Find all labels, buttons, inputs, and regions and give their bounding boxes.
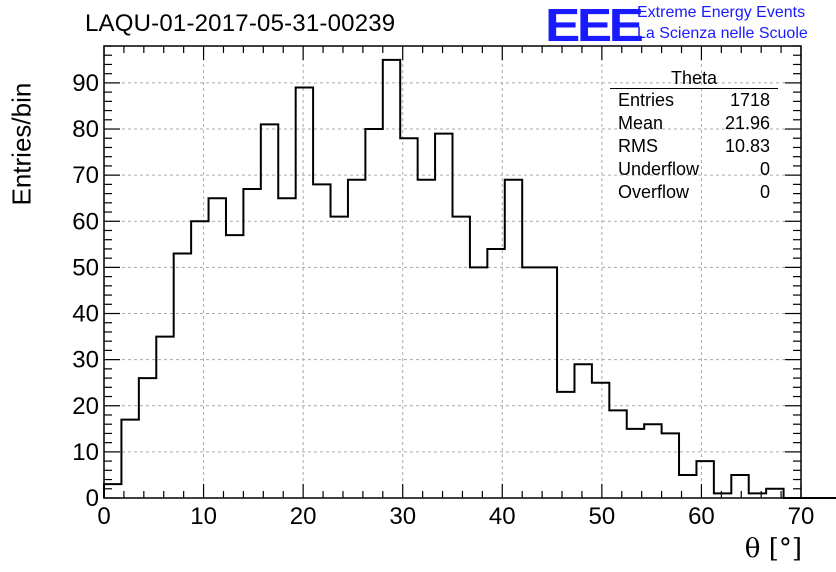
stats-row-rms: RMS 10.83 [610, 136, 778, 159]
tick-labels: 0 10 20 30 40 50 60 70 0 10 20 30 40 50 60 70 80 90 [72, 70, 814, 530]
stats-row-overflow: Overflow 0 [610, 182, 778, 205]
y-tick-label: 60 [72, 208, 99, 235]
stats-value: 1718 [729, 90, 770, 110]
stats-label: Mean [618, 113, 664, 133]
y-tick-label: 90 [72, 70, 99, 97]
x-tick-label: 10 [190, 503, 217, 530]
stats-divider [610, 88, 778, 89]
stats-value: 0 [759, 159, 770, 179]
stats-row-mean: Mean 21.96 [610, 113, 778, 136]
stats-row-underflow: Underflow 0 [610, 159, 778, 182]
y-tick-label: 20 [72, 393, 99, 420]
y-tick-label: 40 [72, 301, 99, 328]
stats-row-entries: Entries 1718 [610, 90, 778, 113]
y-axis-label-wrap: Entries/bin [2, 83, 42, 206]
x-tick-label: 40 [489, 503, 516, 530]
x-axis-label: θ [°] [744, 534, 802, 564]
x-tick-label: 60 [688, 503, 715, 530]
eee-logo: EEE [545, 0, 644, 51]
x-tick-label: 0 [97, 503, 110, 530]
x-tick-label: 70 [788, 503, 815, 530]
y-tick-label: 10 [72, 439, 99, 466]
logo-line-1: Extreme Energy Events [637, 4, 806, 21]
y-tick-label: 30 [72, 347, 99, 374]
stats-label: RMS [618, 136, 658, 156]
y-tick-label: 70 [72, 162, 99, 189]
y-tick-label: 80 [72, 116, 99, 143]
stats-value: 10.83 [724, 136, 770, 156]
stats-title: Theta [670, 68, 718, 88]
stats-value: 0 [759, 182, 770, 202]
y-axis-label: Entries/bin [6, 82, 37, 206]
stats-box: Theta Entries 1718 Mean 21.96 RMS 10.83 Und… [610, 68, 778, 205]
histogram-line [103, 58, 836, 499]
plot-frame [103, 45, 802, 499]
y-tick-label: 0 [86, 485, 99, 512]
x-tick-label: 50 [589, 503, 616, 530]
x-tick-label: 20 [290, 503, 317, 530]
stats-label: Overflow [618, 182, 690, 202]
axis-ticks [103, 45, 802, 499]
chart-title: LAQU-01-2017-05-31-00239 [85, 10, 396, 37]
stats-label: Underflow [618, 159, 700, 179]
logo-line-2: La Scienza nelle Scuole [637, 25, 808, 42]
x-tick-label: 30 [389, 503, 416, 530]
stats-label: Entries [618, 90, 675, 110]
stats-value: 21.96 [724, 113, 770, 133]
y-tick-label: 50 [72, 254, 99, 281]
